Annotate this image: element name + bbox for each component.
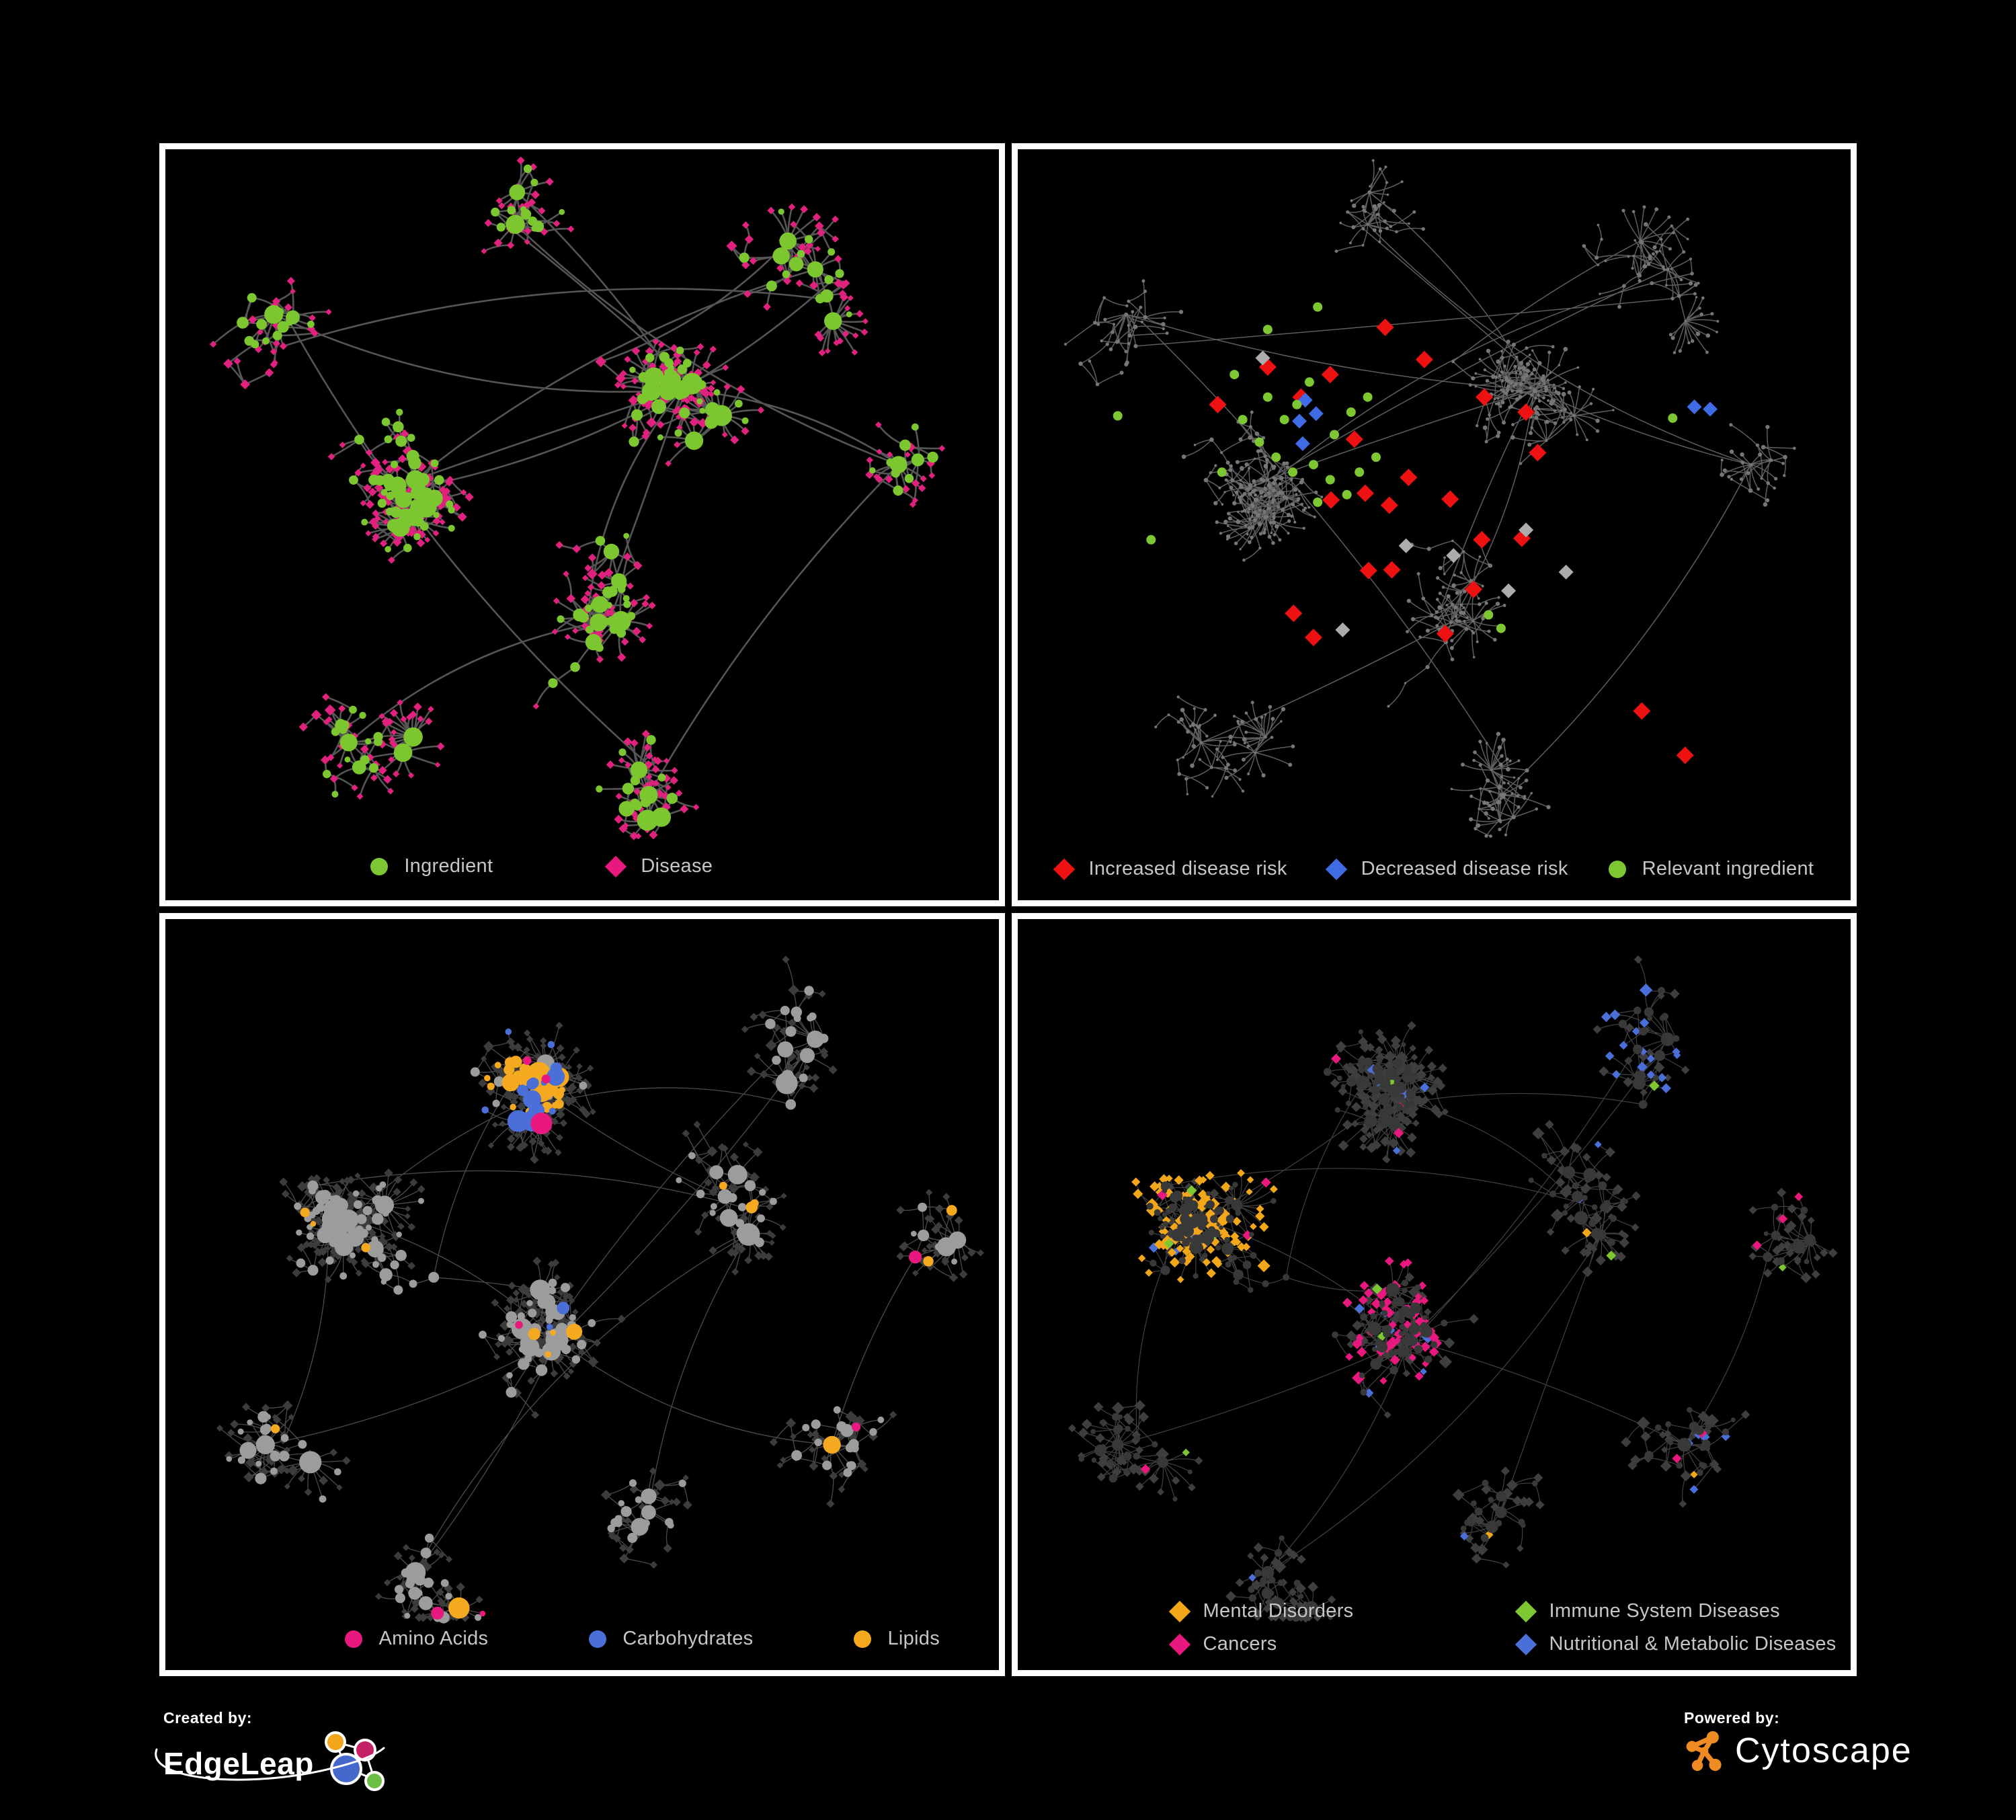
legend-label: Lipids [887, 1628, 940, 1649]
legend-item: Immune System Diseases [1515, 1600, 1837, 1622]
legend-item: Lipids [854, 1628, 940, 1650]
immune-diseases-swatch-icon [1515, 1600, 1537, 1622]
cytoscape-attribution: Powered by: Cytoscape [1684, 1709, 1912, 1772]
edgeleap-attribution: Created by: EdgeLeap [155, 1709, 388, 1797]
created-by-label: Created by: [163, 1709, 253, 1727]
ingredient-swatch-icon [370, 857, 389, 875]
network-canvas-disease-risk [1063, 159, 1796, 838]
edgeleap-wordmark: EdgeLeap [163, 1746, 314, 1781]
panel-grid: Ingredient Disease Increased disease ris… [159, 143, 1857, 1676]
legend-label: Cancers [1203, 1633, 1277, 1655]
powered-by-label: Powered by: [1684, 1709, 1780, 1727]
network-canvas-ingredient-disease [209, 156, 946, 840]
legend-label: Nutritional & Metabolic Diseases [1549, 1633, 1837, 1655]
legend-item: Decreased disease risk [1325, 858, 1568, 880]
increased-risk-swatch-icon [1053, 858, 1075, 880]
cytoscape-wordmark: Cytoscape [1735, 1731, 1912, 1770]
network-panel-disease-risk: Increased disease risk Decreased disease… [1011, 143, 1857, 906]
disease-swatch-icon [605, 855, 627, 877]
legend-item: Disease [605, 855, 713, 877]
legend-label: Ingredient [404, 855, 493, 877]
legend-item: Relevant ingredient [1608, 858, 1814, 880]
legend: Increased disease risk Decreased disease… [1018, 858, 1851, 880]
legend-label: Immune System Diseases [1549, 1600, 1780, 1622]
legend-item: Amino Acids [345, 1628, 488, 1650]
legend-item: Increased disease risk [1053, 858, 1287, 880]
decreased-risk-swatch-icon [1325, 858, 1347, 880]
cytoscape-logo-icon [1686, 1731, 1722, 1772]
carbohydrates-swatch-icon [589, 1630, 607, 1648]
metabolic-diseases-swatch-icon [1515, 1633, 1537, 1655]
legend-item: Nutritional & Metabolic Diseases [1515, 1633, 1837, 1655]
relevant-ingredient-swatch-icon [1608, 860, 1626, 878]
network-canvas-disease-classes [1067, 955, 1838, 1623]
legend-label: Disease [641, 855, 713, 877]
legend-label: Relevant ingredient [1642, 858, 1814, 879]
legend-item: Cancers [1168, 1633, 1517, 1655]
legend-label: Mental Disorders [1203, 1600, 1354, 1622]
legend-label: Decreased disease risk [1361, 858, 1568, 879]
legend: Amino Acids Carbohydrates Lipids [165, 1628, 999, 1650]
legend-item: Ingredient [370, 855, 493, 877]
legend-label: Amino Acids [378, 1628, 489, 1649]
lipids-swatch-icon [854, 1630, 872, 1648]
cancers-swatch-icon [1168, 1633, 1191, 1655]
edgeleap-logo-icon [324, 1731, 385, 1791]
network-panel-disease-classes: Mental Disorders Immune System Diseases … [1011, 913, 1857, 1676]
legend-label: Carbohydrates [622, 1628, 754, 1649]
network-panel-nutrient-classes: Amino Acids Carbohydrates Lipids [159, 913, 1005, 1676]
mental-disorders-swatch-icon [1168, 1600, 1191, 1622]
legend-item: Carbohydrates [589, 1628, 753, 1650]
legend: Ingredient Disease [165, 855, 999, 877]
legend: Mental Disorders Immune System Diseases … [1168, 1600, 1837, 1655]
amino-acids-swatch-icon [345, 1630, 363, 1648]
network-panel-ingredient-disease: Ingredient Disease [159, 143, 1005, 906]
legend-item: Mental Disorders [1168, 1600, 1517, 1622]
legend-label: Increased disease risk [1088, 858, 1287, 879]
network-canvas-nutrient-classes [216, 955, 984, 1624]
